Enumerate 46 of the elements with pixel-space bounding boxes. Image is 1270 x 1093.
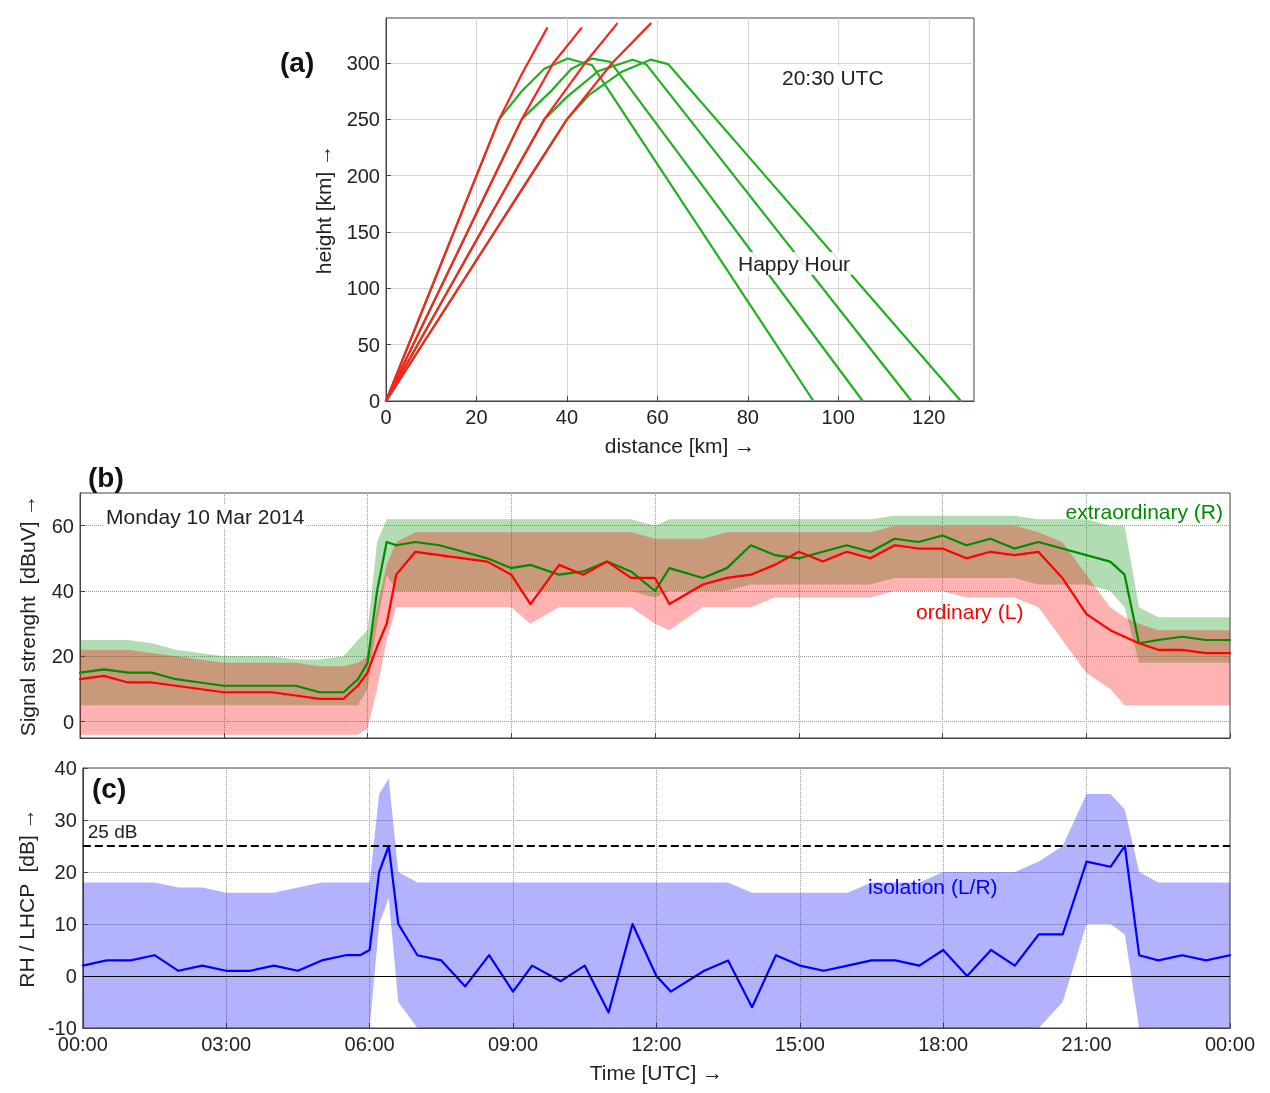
x-tick-label: 12:00	[631, 1033, 682, 1055]
y-tick-label: 150	[346, 221, 380, 244]
x-axis-title: Time [UTC] →	[589, 1061, 724, 1084]
annotation: Happy Hour	[738, 252, 851, 275]
x-tick-label: 00:00	[1204, 1033, 1256, 1055]
text: isolation (L/R)	[868, 875, 998, 898]
y-tick-label: 0	[65, 965, 77, 987]
x-tick-label: 80	[736, 406, 759, 428]
x-tick-label: 09:00	[487, 1033, 539, 1055]
y-tick-label: 300	[346, 52, 380, 75]
y-tick-label: 60	[51, 514, 74, 537]
y-tick-label: 40	[51, 580, 74, 602]
line-series	[81, 844, 1232, 1014]
y-tick-label: 20	[54, 861, 77, 883]
y-tick-label: 10	[54, 913, 77, 935]
text: (a)	[280, 46, 315, 78]
x-tick-label: 100	[821, 406, 855, 428]
text: ordinary (L)	[916, 600, 1024, 623]
y-axis-title: RH / LHCP [dB] →	[15, 808, 38, 988]
y-tick-label: 100	[346, 277, 380, 300]
x-tick-label: 15:00	[774, 1033, 825, 1055]
x-tick-label: 120	[912, 406, 946, 428]
x-tick-label: 21:00	[1061, 1033, 1112, 1055]
y-axis-title: Signal strenght [dBuV] →	[16, 494, 39, 737]
y-tick-label: 250	[346, 108, 380, 131]
series-label: extraordinary (R)	[1065, 500, 1223, 523]
x-tick-label: 18:00	[918, 1033, 969, 1055]
y-axis-title: height [km] →	[312, 144, 335, 275]
annotation: Monday 10 Mar 2014	[106, 505, 305, 528]
x-tick-label: 20	[465, 406, 488, 428]
y-tick-label: 0	[62, 710, 74, 733]
y-tick-label: 200	[346, 164, 380, 187]
y-tick-label: 20	[51, 645, 74, 668]
chart-title: (b)	[88, 461, 124, 493]
x-axis-title: distance [km] →	[604, 434, 756, 457]
x-tick-label: 40	[555, 406, 579, 428]
x-tick-label: 06:00	[344, 1033, 395, 1055]
x-tick-label: 03:00	[201, 1033, 252, 1055]
y-tick-label: 40	[54, 757, 77, 779]
y-tick-label: 30	[54, 809, 77, 831]
y-tick-label: 0	[368, 390, 380, 412]
annotation: 20:30 UTC	[782, 66, 884, 89]
y-tick-label: 50	[357, 333, 380, 356]
ref-line-label: 25 dB	[87, 821, 138, 842]
x-tick-label: 60	[646, 406, 669, 428]
chart-title: (c)	[92, 772, 127, 804]
